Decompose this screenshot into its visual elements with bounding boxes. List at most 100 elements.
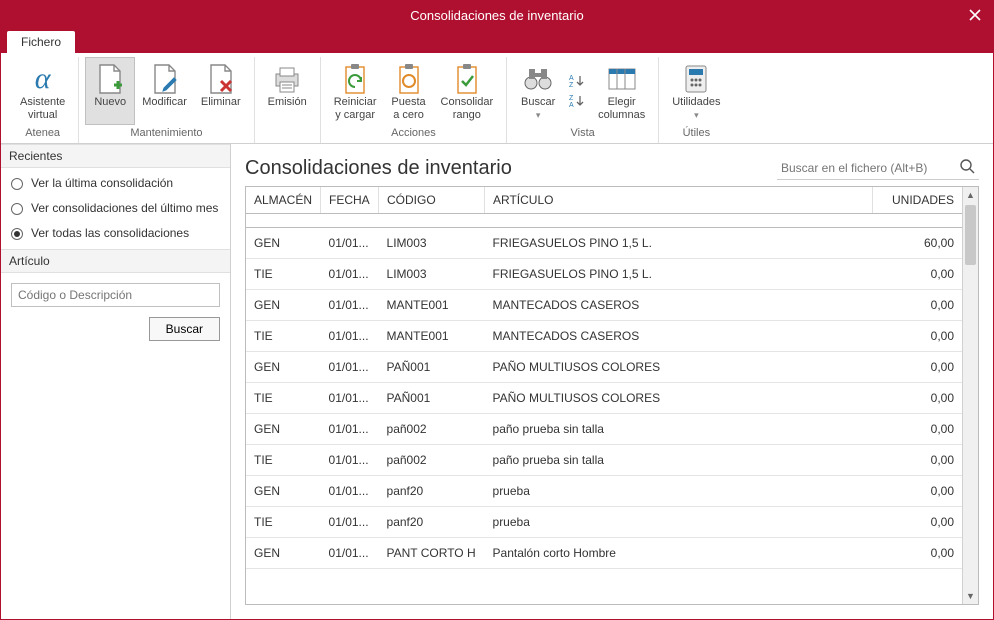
table-cell: 0,00 [872,290,962,321]
table-header-row: ALMACÉN FECHA CÓDIGO ARTÍCULO UNIDADES [246,187,962,214]
col-unidades[interactable]: UNIDADES [872,187,962,214]
col-articulo[interactable]: ARTÍCULO [485,187,872,214]
radio-ultimo-mes[interactable]: Ver consolidaciones del último mes [11,201,220,216]
scroll-up-icon[interactable]: ▲ [963,187,978,203]
vertical-scrollbar[interactable]: ▲ ▼ [962,187,978,604]
printer-icon [272,64,302,94]
buscar-sidebar-button[interactable]: Buscar [149,317,220,341]
table-body: GEN01/01...LIM003FRIEGASUELOS PINO 1,5 L… [246,228,962,569]
radio-todas[interactable]: Ver todas las consolidaciones [11,226,220,241]
svg-text:Z: Z [569,82,574,88]
svg-text:Z: Z [569,95,574,102]
body: Recientes Ver la última consolidación Ve… [1,144,993,619]
col-almacen[interactable]: ALMACÉN [246,187,321,214]
table-cell: 01/01... [321,414,379,445]
ribbon-btn-label: virtual [20,109,65,122]
table-cell: 0,00 [872,538,962,569]
ribbon-btn-label: Utilidades [672,96,720,109]
table-cell: MANTECADOS CASEROS [485,290,872,321]
table-cell: 01/01... [321,321,379,352]
table-row[interactable]: GEN01/01...PAÑ001PAÑO MULTIUSOS COLORES0… [246,352,962,383]
table-cell: GEN [246,228,321,259]
table-cell: GEN [246,414,321,445]
clipboard-check-icon [454,63,480,95]
tab-fichero[interactable]: Fichero [7,31,75,53]
table-cell: GEN [246,352,321,383]
table-cell: prueba [485,507,872,538]
table-row[interactable]: GEN01/01...PANT CORTO HPantalón corto Ho… [246,538,962,569]
svg-text:A: A [569,102,574,108]
asistente-virtual-button[interactable]: α Asistentevirtual [13,57,72,125]
table-cell: 01/01... [321,383,379,414]
table-cell: MANTE001 [379,321,485,352]
reiniciar-cargar-button[interactable]: Reiniciary cargar [327,57,384,125]
table-row[interactable]: TIE01/01...pañ002paño prueba sin talla0,… [246,445,962,476]
article-input[interactable] [11,283,220,307]
ribbon: α Asistentevirtual Atenea Nuevo [1,53,993,144]
table-cell: 01/01... [321,228,379,259]
table-cell: 60,00 [872,228,962,259]
main-panel: Consolidaciones de inventario ALMACÉN FE… [231,144,993,619]
table-cell: PANT CORTO H [379,538,485,569]
ribbon-group-mantenimiento: Nuevo Modificar Eliminar Mantenimiento [79,57,254,143]
table-row[interactable]: TIE01/01...MANTE001MANTECADOS CASEROS0,0… [246,321,962,352]
svg-text:A: A [569,75,574,82]
close-icon[interactable] [965,5,985,25]
main-header: Consolidaciones de inventario [245,156,979,180]
col-codigo[interactable]: CÓDIGO [379,187,485,214]
radio-label: Ver la última consolidación [31,176,173,191]
table-cell: PAÑ001 [379,352,485,383]
table-cell: 01/01... [321,445,379,476]
table-cell: FRIEGASUELOS PINO 1,5 L. [485,259,872,290]
ribbon-btn-label: Emisión [268,96,307,109]
table-row[interactable]: GEN01/01...LIM003FRIEGASUELOS PINO 1,5 L… [246,228,962,259]
ribbon-btn-label: Consolidar [441,96,494,109]
table-cell: 0,00 [872,321,962,352]
sidebar-section-articulo: Artículo [1,249,230,273]
radio-ultima[interactable]: Ver la última consolidación [11,176,220,191]
table-scroll[interactable]: ALMACÉN FECHA CÓDIGO ARTÍCULO UNIDADES G… [246,187,962,604]
buscar-button[interactable]: Buscar▾ [513,57,563,125]
emision-button[interactable]: Emisión [261,57,314,125]
consolidar-rango-button[interactable]: Consolidarrango [434,57,501,125]
nuevo-button[interactable]: Nuevo [85,57,135,125]
elegir-columnas-button[interactable]: Elegircolumnas [591,57,652,125]
table-row[interactable]: TIE01/01...PAÑ001PAÑO MULTIUSOS COLORES0… [246,383,962,414]
table-cell: 0,00 [872,352,962,383]
scroll-down-icon[interactable]: ▼ [963,588,978,604]
app-window: Consolidaciones de inventario Fichero α … [0,0,994,620]
table-cell: pañ002 [379,445,485,476]
col-fecha[interactable]: FECHA [321,187,379,214]
table-cell: 0,00 [872,259,962,290]
utilidades-button[interactable]: Utilidades▾ [665,57,727,125]
table-cell: 01/01... [321,507,379,538]
ribbon-btn-label: rango [441,109,494,122]
search-input[interactable] [781,161,951,175]
ribbon-group-acciones: Reiniciary cargar Puestaa cero Consolida… [321,57,507,143]
table-row[interactable]: TIE01/01...panf20prueba0,00 [246,507,962,538]
ribbon-btn-label: y cargar [334,109,377,122]
puesta-cero-button[interactable]: Puestaa cero [384,57,434,125]
radio-icon [11,178,23,190]
ribbon-group-label: Atenea [25,125,60,141]
table-cell: 0,00 [872,476,962,507]
sort-asc-button[interactable]: AZ [565,72,589,90]
scroll-thumb[interactable] [965,205,976,265]
table-row[interactable]: GEN01/01...panf20prueba0,00 [246,476,962,507]
table-row[interactable]: GEN01/01...pañ002paño prueba sin talla0,… [246,414,962,445]
search-icon[interactable] [959,158,975,177]
table-row[interactable]: GEN01/01...MANTE001MANTECADOS CASEROS0,0… [246,290,962,321]
table-cell: panf20 [379,476,485,507]
sidebar-section-recientes: Recientes [1,144,230,168]
modificar-button[interactable]: Modificar [135,57,194,125]
ribbon-tabstrip: Fichero [1,29,993,53]
table-cell: LIM003 [379,259,485,290]
sort-stack: AZ ZA [563,57,591,125]
sort-desc-button[interactable]: ZA [565,92,589,110]
ribbon-btn-label: columnas [598,109,645,122]
eliminar-button[interactable]: Eliminar [194,57,248,125]
table-row[interactable]: TIE01/01...LIM003FRIEGASUELOS PINO 1,5 L… [246,259,962,290]
sidebar: Recientes Ver la última consolidación Ve… [1,144,231,619]
radio-icon [11,228,23,240]
ribbon-btn-label: Modificar [142,96,187,109]
